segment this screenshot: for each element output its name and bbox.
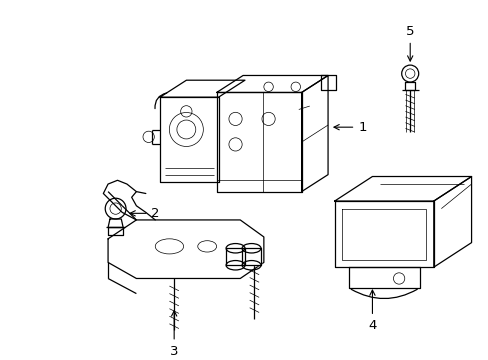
Polygon shape (108, 220, 264, 279)
Text: 2: 2 (130, 207, 160, 220)
Polygon shape (108, 228, 123, 235)
Polygon shape (225, 248, 244, 265)
Polygon shape (348, 267, 419, 288)
Polygon shape (242, 248, 261, 265)
Polygon shape (160, 80, 244, 97)
Polygon shape (334, 201, 433, 267)
Polygon shape (405, 82, 414, 90)
Polygon shape (108, 219, 123, 228)
Polygon shape (301, 76, 327, 192)
Polygon shape (433, 176, 470, 267)
Polygon shape (160, 97, 218, 182)
Text: 4: 4 (367, 290, 376, 332)
Polygon shape (216, 76, 327, 93)
Polygon shape (334, 176, 470, 201)
Text: 5: 5 (405, 25, 414, 61)
Text: 3: 3 (169, 311, 178, 357)
Polygon shape (216, 93, 301, 192)
Text: 1: 1 (333, 121, 366, 134)
Polygon shape (320, 76, 335, 90)
